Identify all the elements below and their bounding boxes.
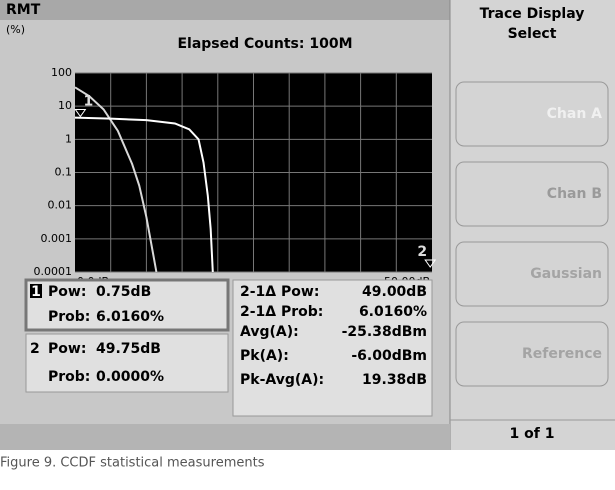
y-tick-label: 0.1 xyxy=(55,166,73,179)
y-tick-label: 10 xyxy=(58,99,72,112)
readout-value: 19.38dB xyxy=(362,372,427,388)
softkey-label: Reference xyxy=(522,346,602,362)
mode-title: RMT xyxy=(6,2,41,18)
marker-readout xyxy=(25,333,229,393)
readout-label: 2-1Δ Pow: xyxy=(240,284,319,300)
readout-label: Pk-Avg(A): xyxy=(240,372,324,388)
menu-title: Trace Display xyxy=(480,6,585,22)
readout-label: Pow: xyxy=(48,284,86,300)
readout-value: 0.75dB xyxy=(96,284,151,300)
marker xyxy=(74,108,87,118)
readout-label: Prob: xyxy=(48,369,90,385)
readout-value: 0.0000% xyxy=(96,369,164,385)
y-axis-label: (%) xyxy=(6,23,25,36)
y-tick-label: 0.0001 xyxy=(34,265,73,278)
marker-label: 1 xyxy=(83,93,93,109)
readout-value: 6.0160% xyxy=(96,309,164,325)
status-bar xyxy=(0,424,450,450)
softkey[interactable] xyxy=(455,321,609,387)
delta-rows: 2-1Δ Pow: 49.00dB 2-1Δ Prob: 6.0160% Avg(A):… xyxy=(240,284,427,388)
trace xyxy=(74,86,158,273)
softkey[interactable] xyxy=(455,161,609,227)
readout-value: -6.00dBm xyxy=(351,348,427,364)
readout-label: Pk(A): xyxy=(240,348,289,364)
y-tick-label: 0.01 xyxy=(48,199,73,212)
readout-label: Avg(A): xyxy=(240,324,299,340)
readout-value: 49.00dB xyxy=(362,284,427,300)
marker xyxy=(424,259,437,268)
menu-page: 1 of 1 xyxy=(510,426,555,442)
marker-badge xyxy=(30,284,42,298)
delta-readout xyxy=(232,279,433,417)
readout-label: Prob: xyxy=(48,309,90,325)
softkey-label: Chan A xyxy=(547,106,603,122)
readout-value: -25.38dBm xyxy=(342,324,427,340)
readout-label: Pow: xyxy=(48,341,86,357)
softkey[interactable] xyxy=(455,81,609,147)
y-tick-label: 0.001 xyxy=(41,232,73,245)
marker-readout xyxy=(24,278,230,332)
readout-value: 49.75dB xyxy=(96,341,161,357)
readout-label: 2-1Δ Prob: xyxy=(240,304,323,320)
softkey-label: Gaussian xyxy=(530,266,602,282)
marker-number: 1 xyxy=(31,284,41,300)
softkey-label: Chan B xyxy=(547,186,602,202)
menu-title: Select xyxy=(508,26,557,42)
title-bar xyxy=(0,0,450,20)
marker-label: 2 xyxy=(417,244,427,260)
y-tick-label: 100 xyxy=(51,66,72,79)
readout-value: 6.0160% xyxy=(359,304,427,320)
softkey[interactable] xyxy=(455,241,609,307)
softkeys: Chan A Chan B Gaussian Reference xyxy=(455,81,609,387)
caption: Figure 9. CCDF statistical measurements xyxy=(0,456,265,471)
y-tick-label: 1 xyxy=(65,132,72,145)
trace xyxy=(74,116,214,273)
chart-title: Elapsed Counts: 100M xyxy=(177,36,352,52)
marker-number: 2 xyxy=(30,341,40,357)
